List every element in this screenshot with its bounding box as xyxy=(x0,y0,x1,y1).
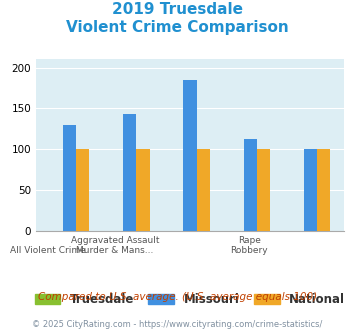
Bar xyxy=(244,139,257,231)
Bar xyxy=(183,80,197,231)
Legend: Truesdale, Missouri, National: Truesdale, Missouri, National xyxy=(30,288,350,311)
Bar xyxy=(197,149,210,231)
Text: Robbery: Robbery xyxy=(230,246,268,255)
Text: Compared to U.S. average. (U.S. average equals 100): Compared to U.S. average. (U.S. average … xyxy=(38,292,317,302)
Text: All Violent Crime: All Violent Crime xyxy=(10,246,86,255)
Bar xyxy=(257,149,270,231)
Bar xyxy=(63,125,76,231)
Bar xyxy=(136,149,149,231)
Text: Aggravated Assault: Aggravated Assault xyxy=(71,236,159,245)
Text: Murder & Mans...: Murder & Mans... xyxy=(76,246,154,255)
Bar xyxy=(304,149,317,231)
Bar xyxy=(76,149,89,231)
Bar xyxy=(123,114,136,231)
Text: 2019 Truesdale: 2019 Truesdale xyxy=(112,2,243,16)
Text: Rape: Rape xyxy=(238,236,261,245)
Text: © 2025 CityRating.com - https://www.cityrating.com/crime-statistics/: © 2025 CityRating.com - https://www.city… xyxy=(32,320,323,329)
Text: Violent Crime Comparison: Violent Crime Comparison xyxy=(66,20,289,35)
Bar xyxy=(317,149,330,231)
